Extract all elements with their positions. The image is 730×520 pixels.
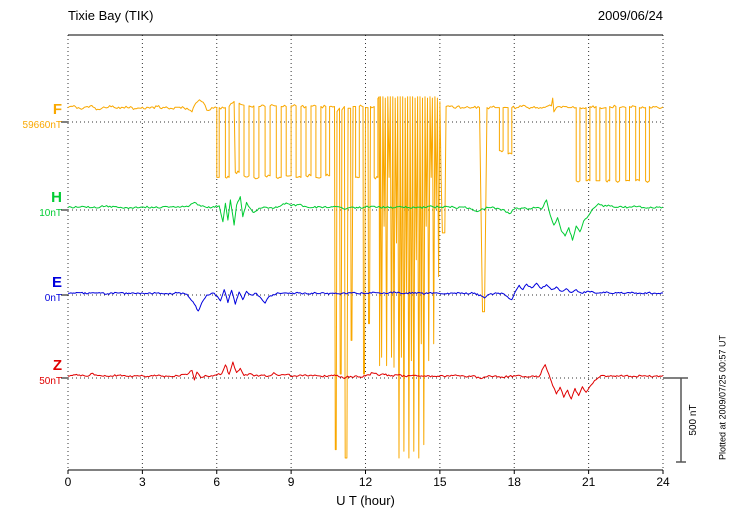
- series-letter-F: F: [52, 101, 62, 118]
- series-baseline-value-H: 10nT: [39, 208, 62, 219]
- series-letter-Z: Z: [52, 357, 62, 374]
- page-title: Tixie Bay (TIK): [68, 8, 154, 23]
- x-tick-label: 18: [507, 475, 521, 489]
- scale-bar-label: 500 nT: [688, 404, 699, 436]
- trace-H: [67, 196, 664, 241]
- x-tick-label: 3: [139, 475, 146, 489]
- x-tick-label: 24: [656, 475, 670, 489]
- trace-F: [67, 96, 664, 459]
- series-baseline-value-E: 0nT: [44, 293, 62, 304]
- trace-Z: [67, 361, 664, 400]
- observation-date: 2009/06/24: [597, 8, 663, 23]
- x-tick-label: 9: [287, 475, 295, 489]
- series-baseline-value-Z: 50nT: [39, 376, 62, 387]
- series-label-E: E 0nT: [8, 275, 62, 304]
- x-tick-label: 0: [64, 475, 72, 489]
- series-baseline-value-F: 59660nT: [22, 120, 62, 131]
- x-tick-label: 15: [433, 475, 447, 489]
- plotted-at-note: Plotted at 2009/07/25 00:57 UT: [717, 334, 728, 461]
- series-label-Z: Z 50nT: [8, 358, 62, 387]
- series-label-H: H 10nT: [8, 190, 62, 219]
- trace-E: [68, 282, 664, 312]
- x-tick-label: 6: [213, 475, 221, 489]
- series-label-F: F 59660nT: [8, 102, 62, 131]
- series-letter-H: H: [51, 189, 62, 206]
- series-letter-E: E: [51, 274, 62, 291]
- x-tick-label: 21: [581, 475, 596, 489]
- x-tick-label: 12: [358, 475, 373, 489]
- x-axis-title: U T (hour): [336, 493, 395, 508]
